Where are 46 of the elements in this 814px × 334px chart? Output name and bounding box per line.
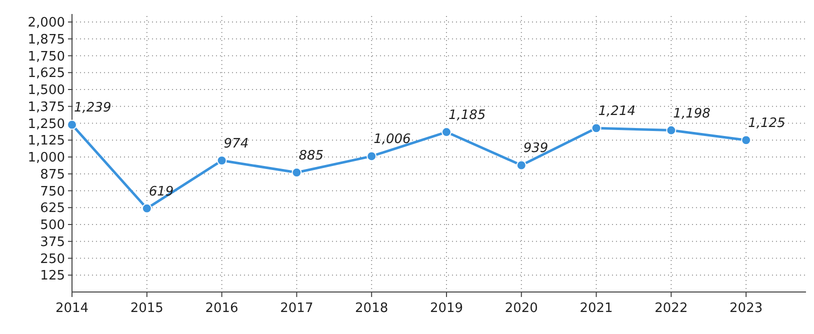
text: 250	[40, 252, 65, 267]
text: 875	[40, 167, 65, 182]
text: 1,625	[28, 66, 65, 82]
point	[67, 120, 77, 130]
data-label: 974	[224, 136, 249, 152]
x-tick-label: 2014	[55, 301, 89, 316]
point	[741, 135, 752, 146]
point	[216, 156, 227, 166]
x-tick-label: 2022	[654, 301, 688, 316]
x-tick-label: 2018	[355, 301, 388, 316]
point	[666, 125, 676, 136]
x-tick-label: 2016	[205, 301, 238, 316]
point	[591, 123, 602, 134]
data-label: 1,198	[673, 106, 710, 122]
data-label: 619	[148, 184, 174, 200]
text: 750	[40, 184, 65, 200]
text: 1,125	[28, 134, 65, 149]
text: 1,375	[28, 100, 65, 115]
data-label: 1,214	[598, 104, 636, 120]
text: 125	[40, 268, 65, 284]
text: 375	[40, 234, 65, 250]
text: 1,750	[28, 49, 65, 64]
x-tick-label: 2020	[504, 301, 538, 316]
data-label: 939	[523, 141, 548, 156]
text: 1,500	[28, 83, 65, 98]
data-label: 1,125	[748, 116, 786, 132]
x-tick-label: 2015	[130, 301, 164, 316]
x-tick-label: 2023	[730, 301, 763, 316]
x-tick-label: 2019	[430, 301, 464, 316]
point	[292, 168, 302, 178]
data-label: 1,006	[374, 132, 411, 148]
x-tick-label: 2017	[280, 301, 314, 316]
data-label: 1,239	[74, 100, 112, 116]
text: 1,875	[28, 32, 65, 48]
point	[142, 203, 152, 214]
text: 500	[40, 218, 65, 234]
data-label: 1,185	[448, 108, 486, 124]
x-tick-label: 2021	[580, 301, 613, 316]
text: 2,000	[28, 16, 65, 31]
data-label: 885	[298, 148, 324, 164]
point	[366, 151, 377, 162]
point	[441, 127, 452, 138]
point	[516, 160, 526, 170]
text: 625	[40, 201, 65, 216]
text: 1,000	[28, 150, 65, 166]
text: 1,250	[28, 116, 65, 132]
